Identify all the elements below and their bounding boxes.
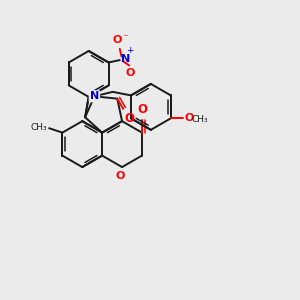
Text: CH₃: CH₃ [30, 122, 47, 131]
Text: N: N [121, 54, 130, 64]
Text: N: N [90, 91, 99, 101]
Text: O: O [116, 171, 125, 181]
Text: O: O [137, 103, 147, 116]
Text: ⁻: ⁻ [123, 33, 129, 43]
Text: O: O [113, 35, 122, 45]
Text: CH₃: CH₃ [191, 115, 208, 124]
Text: O: O [184, 113, 194, 123]
Text: +: + [126, 46, 134, 55]
Text: O: O [124, 112, 135, 125]
Text: O: O [126, 68, 135, 78]
